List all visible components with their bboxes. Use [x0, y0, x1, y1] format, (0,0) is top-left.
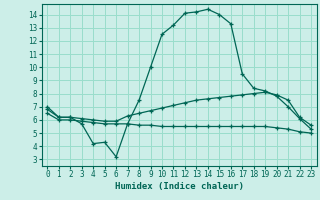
X-axis label: Humidex (Indice chaleur): Humidex (Indice chaleur)	[115, 182, 244, 191]
